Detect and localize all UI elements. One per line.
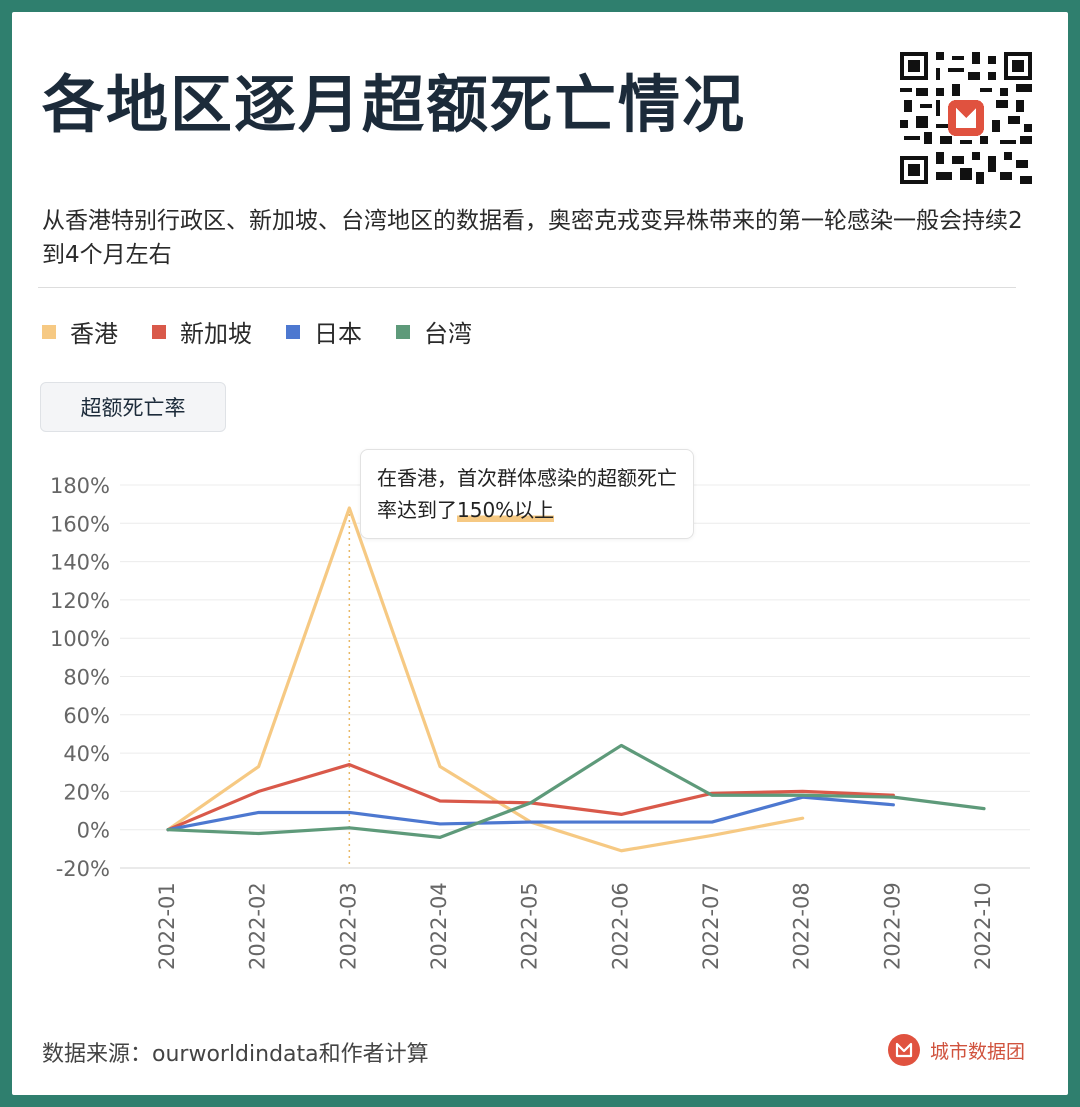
divider [38,287,1016,288]
y-tick-label: 60% [63,704,110,728]
x-tick-label: 2022-05 [518,882,542,970]
card [12,12,1068,1095]
y-tick-label: 0% [77,819,110,843]
city-data-logo-icon [888,1034,920,1066]
legend-item: 台湾 [396,314,472,349]
annotation-callout: 在香港，首次群体感染的超额死亡率达到了150%以上 [360,449,694,539]
legend-swatch [396,324,410,339]
y-tick-label: 20% [63,780,110,804]
brand-name: 城市数据团 [930,1040,1026,1063]
x-tick-label: 2022-07 [699,882,723,970]
series-line-3 [166,743,986,839]
legend-swatch [152,324,166,339]
y-tick-label: 100% [50,627,110,651]
y-tick-label: 40% [63,742,110,766]
legend-item: 香港 [42,314,118,349]
y-tick-label: 80% [63,666,110,690]
legend-swatch [42,324,56,339]
y-tick-label: 180% [50,474,110,498]
metric-tab[interactable]: 超额死亡率 [40,382,226,432]
series-line-1 [166,762,895,832]
legend-label: 台湾 [424,320,472,348]
legend-item: 日本 [286,314,362,349]
x-tick-label: 2022-03 [336,882,360,970]
y-tick-label: -20% [56,857,110,881]
x-tick-label: 2022-10 [971,882,995,970]
annotation-highlight: 150%以上 [457,498,555,522]
y-tick-label: 140% [50,551,110,575]
annotation-text: 在香港，首次群体感染的超额死亡率达到了 [377,466,677,522]
page-title: 各地区逐月超额死亡情况 [42,68,747,141]
source-note: 数据来源：ourworldindata和作者计算 [42,1042,429,1067]
legend: 香港 新加坡 日本 台湾 [42,314,472,349]
series-line-2 [166,795,895,832]
x-tick-label: 2022-06 [608,882,632,970]
x-tick-label: 2022-04 [427,882,451,970]
brand: 城市数据团 [888,1034,1025,1066]
legend-label: 新加坡 [180,320,252,348]
legend-label: 日本 [314,320,362,348]
subtitle: 从香港特别行政区、新加坡、台湾地区的数据看，奥密克戎变异株带来的第一轮感染一般会… [42,208,1023,268]
x-tick-label: 2022-02 [246,882,270,970]
y-tick-label: 120% [50,589,110,613]
legend-label: 香港 [70,320,118,348]
x-tick-label: 2022-09 [880,882,904,970]
qr-code-icon [900,52,1032,184]
legend-item: 新加坡 [152,314,252,349]
series-line-0 [166,506,805,853]
y-tick-label: 160% [50,512,110,536]
legend-swatch [286,324,300,339]
x-tick-label: 2022-08 [790,882,814,970]
x-tick-label: 2022-01 [155,882,179,970]
